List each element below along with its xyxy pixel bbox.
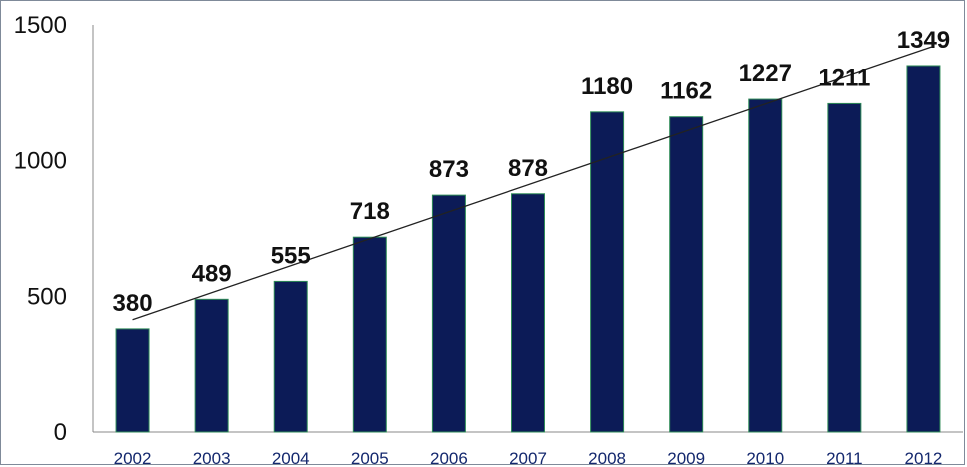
bar bbox=[669, 116, 704, 433]
bar bbox=[590, 111, 625, 433]
data-label: 489 bbox=[192, 260, 232, 287]
bar bbox=[194, 298, 229, 433]
bar bbox=[273, 280, 308, 433]
y-tick-label: 1500 bbox=[14, 12, 67, 39]
data-label: 1162 bbox=[660, 78, 712, 105]
bar bbox=[906, 65, 941, 433]
data-label: 878 bbox=[508, 155, 548, 182]
x-tick-label: 2002 bbox=[114, 449, 152, 467]
data-label: 1180 bbox=[581, 73, 633, 100]
x-tick-label: 2011 bbox=[826, 449, 863, 467]
y-tick-label: 500 bbox=[27, 283, 67, 310]
bar bbox=[431, 194, 466, 433]
x-tick-label: 2006 bbox=[430, 449, 468, 467]
bar bbox=[748, 98, 783, 433]
y-tick-label: 1000 bbox=[14, 148, 67, 175]
data-labels: 380 489 555 718 873 878 1180 1162 1227 1211 1349 bbox=[113, 27, 951, 317]
x-tick-label: 2007 bbox=[509, 449, 547, 467]
x-tick-label: 2008 bbox=[588, 449, 626, 467]
y-tick-label: 0 bbox=[54, 419, 67, 446]
x-tick-labels: 2002 2003 2004 2005 2006 2007 2008 2009 2010 2011… bbox=[114, 449, 943, 467]
data-label: 380 bbox=[113, 290, 153, 317]
data-label: 1211 bbox=[818, 64, 870, 91]
x-tick-label: 2012 bbox=[905, 449, 943, 467]
bar bbox=[827, 102, 862, 433]
bars bbox=[115, 65, 941, 433]
x-tick-label: 2009 bbox=[667, 449, 705, 467]
bar bbox=[352, 236, 387, 433]
data-label: 555 bbox=[271, 242, 311, 269]
x-tick-label: 2010 bbox=[746, 449, 784, 467]
trendline bbox=[132, 46, 932, 321]
data-label: 1349 bbox=[897, 27, 950, 54]
bar bbox=[511, 193, 545, 433]
data-label: 873 bbox=[429, 156, 469, 183]
data-label: 718 bbox=[350, 198, 390, 225]
y-tick-labels: 0 500 1000 1500 bbox=[14, 12, 67, 446]
x-tick-label: 2005 bbox=[351, 449, 389, 467]
x-tick-label: 2003 bbox=[193, 449, 231, 467]
x-tick-label: 2004 bbox=[272, 449, 310, 467]
data-label: 1227 bbox=[739, 60, 792, 87]
bar bbox=[115, 328, 150, 433]
